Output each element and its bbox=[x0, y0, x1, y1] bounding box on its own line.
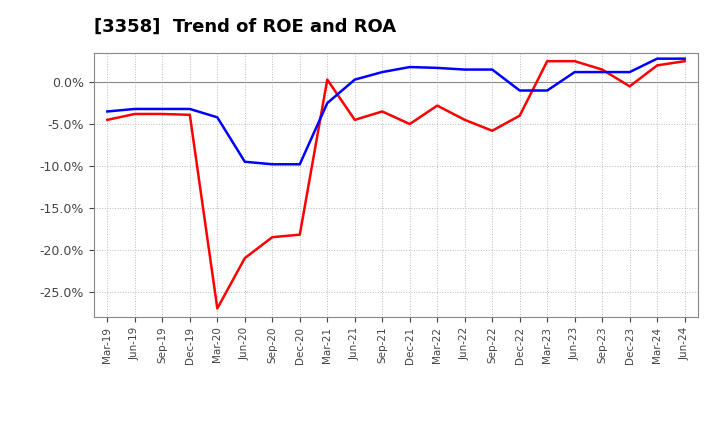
Text: [3358]  Trend of ROE and ROA: [3358] Trend of ROE and ROA bbox=[94, 18, 396, 36]
Legend: ROE, ROA: ROE, ROA bbox=[305, 438, 487, 440]
